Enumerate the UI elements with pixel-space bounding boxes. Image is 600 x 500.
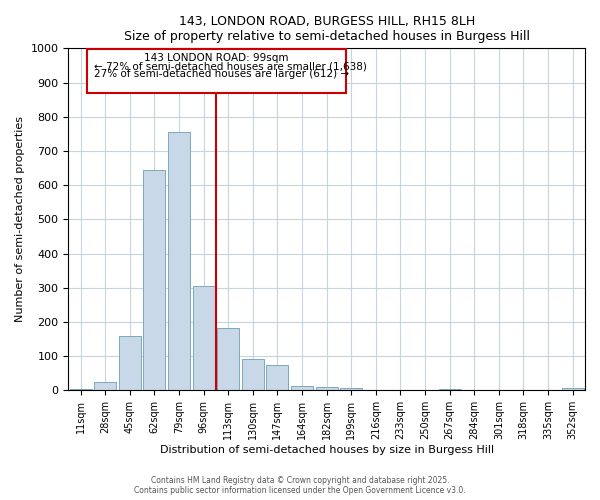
Bar — [70, 388, 92, 390]
Bar — [217, 328, 239, 390]
Bar — [340, 388, 362, 390]
Y-axis label: Number of semi-detached properties: Number of semi-detached properties — [15, 116, 25, 322]
Title: 143, LONDON ROAD, BURGESS HILL, RH15 8LH
Size of property relative to semi-detac: 143, LONDON ROAD, BURGESS HILL, RH15 8LH… — [124, 15, 530, 43]
Bar — [316, 387, 338, 390]
Bar — [562, 388, 584, 390]
Text: ← 72% of semi-detached houses are smaller (1,638): ← 72% of semi-detached houses are smalle… — [94, 62, 367, 72]
Text: 27% of semi-detached houses are larger (612) →: 27% of semi-detached houses are larger (… — [94, 69, 349, 79]
X-axis label: Distribution of semi-detached houses by size in Burgess Hill: Distribution of semi-detached houses by … — [160, 445, 494, 455]
Bar — [266, 364, 289, 390]
Text: Contains HM Land Registry data © Crown copyright and database right 2025.
Contai: Contains HM Land Registry data © Crown c… — [134, 476, 466, 495]
Bar — [94, 382, 116, 390]
Text: 143 LONDON ROAD: 99sqm: 143 LONDON ROAD: 99sqm — [144, 54, 289, 64]
Bar — [143, 170, 166, 390]
Bar — [242, 359, 264, 390]
Bar — [168, 132, 190, 390]
Bar — [193, 286, 215, 391]
FancyBboxPatch shape — [87, 49, 346, 93]
Bar — [119, 336, 141, 390]
Bar — [439, 388, 461, 390]
Bar — [291, 386, 313, 390]
